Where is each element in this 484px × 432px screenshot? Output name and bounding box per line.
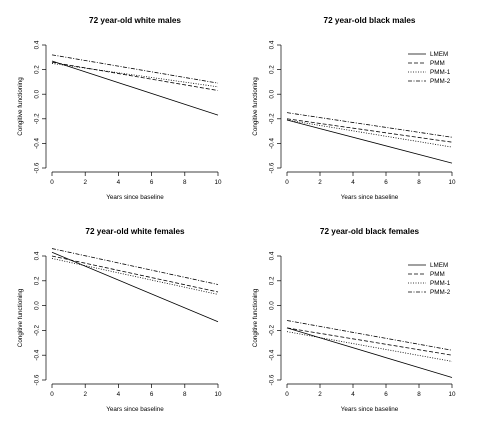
series-line-pmm [286,327,453,356]
x-tick-label: 0 [285,391,289,398]
x-tick-label: 2 [83,179,87,186]
y-tick-label: -0.6 [34,374,41,385]
x-tick-label: 8 [183,391,187,398]
x-tick-label: 2 [318,179,322,186]
x-axis: 0 2 4 6 8 10 [285,383,456,398]
series-line-pmm-1 [51,258,219,295]
y-tick-label: 0.2 [269,65,276,74]
x-tick-label: 2 [318,391,322,398]
legend-item-label: PMM [430,60,445,67]
x-axis-label: Years since baseline [106,406,164,413]
y-tick-label: 0.4 [34,251,41,260]
y-tick-label: 0.2 [34,276,41,285]
chart-panel-2: 72 year-old black males 0 2 4 6 8 10 Years sinc… [252,16,456,201]
series-line-lmem [286,327,453,378]
y-tick-label: -0.4 [34,349,41,360]
x-tick-label: 6 [150,179,154,186]
x-axis-label: Years since baseline [106,194,164,201]
y-axis: -0.6 -0.4 -0.2 0.0 0.2 0.4 [269,40,282,173]
x-tick-label: 6 [384,391,388,398]
y-tick-label: 0.4 [34,40,41,49]
x-axis-label: Years since baseline [341,406,399,413]
x-tick-label: 4 [117,179,121,186]
chart-title: 72 year-old black males [324,16,416,25]
y-tick-label: -0.2 [34,113,41,124]
series-line-lmem [51,60,219,116]
x-tick-label: 6 [150,391,154,398]
y-tick-label: 0.2 [34,65,41,74]
chart-panels: 72 year-old white males 0 2 4 6 8 10 Years sinc… [17,16,456,413]
y-tick-label: 0.4 [269,251,276,260]
x-axis: 0 2 4 6 8 10 [50,383,222,398]
legend-item-label: PMM-2 [430,289,451,296]
y-axis: -0.6 -0.4 -0.2 0.0 0.2 0.4 [269,251,282,385]
y-tick-label: -0.6 [269,374,276,385]
legend-item-label: LMEM [430,51,448,58]
chart-panel-4: 72 year-old black females 0 2 4 6 8 10 Years si… [252,227,456,413]
legend-item-label: PMM-1 [430,280,451,287]
y-tick-label: 0.0 [34,89,41,98]
y-axis: -0.6 -0.4 -0.2 0.0 0.2 0.4 [34,40,47,173]
legend-item-label: PMM-1 [430,69,451,76]
y-tick-label: -0.2 [269,113,276,124]
x-tick-label: 4 [351,391,355,398]
legend: LMEM PMM PMM-1 PMM-2 [408,51,451,85]
y-axis-label: Congitive functioning [252,288,259,347]
y-tick-label: -0.2 [269,324,276,335]
x-tick-label: 8 [183,179,187,186]
series-line-pmm-2 [286,320,453,351]
x-axis: 0 2 4 6 8 10 [50,171,222,186]
chart-title: 72 year-old black females [320,227,420,236]
x-tick-label: 2 [83,391,87,398]
legend-item-label: PMM [430,271,445,278]
x-tick-label: 6 [384,179,388,186]
legend-item-label: PMM-2 [430,78,451,85]
x-tick-label: 0 [50,391,54,398]
y-tick-label: -0.6 [269,162,276,173]
x-tick-label: 4 [351,179,355,186]
series-line-pmm-1 [51,63,219,88]
y-axis-label: Congitive functioning [252,77,259,136]
y-axis-label: Congitive functioning [17,288,24,347]
y-tick-label: 0.0 [269,301,276,310]
series-line-pmm [51,61,219,91]
y-axis: -0.6 -0.4 -0.2 0.0 0.2 0.4 [34,251,47,385]
chart-title: 72 year-old white males [89,16,181,25]
x-tick-label: 0 [285,179,289,186]
y-tick-label: -0.4 [34,137,41,148]
y-axis-label: Congitive functioning [17,77,24,136]
x-tick-label: 10 [214,391,222,398]
x-axis: 0 2 4 6 8 10 [285,171,456,186]
x-tick-label: 8 [417,391,421,398]
y-tick-label: -0.6 [34,162,41,173]
chart-panel-3: 72 year-old white females 0 2 4 6 8 10 Years si… [17,227,222,413]
x-tick-label: 0 [50,179,54,186]
legend-item-label: LMEM [430,262,448,269]
x-tick-label: 4 [117,391,121,398]
series-line-pmm-2 [286,112,453,138]
y-tick-label: -0.4 [269,349,276,360]
y-tick-label: 0.4 [269,40,276,49]
legend: LMEM PMM PMM-1 PMM-2 [408,262,451,296]
y-tick-label: 0.0 [34,301,41,310]
series-line-pmm-1 [286,119,453,148]
series-line-pmm [51,255,219,293]
series-line-pmm [286,118,453,143]
x-axis-label: Years since baseline [341,194,399,201]
series-line-pmm-2 [51,248,219,285]
series-line-lmem [286,119,453,164]
series-line-pmm-1 [286,331,453,362]
y-tick-label: -0.2 [34,324,41,335]
series-line-lmem [51,251,219,323]
y-tick-label: -0.4 [269,137,276,148]
y-tick-label: 0.2 [269,276,276,285]
y-tick-label: 0.0 [269,89,276,98]
chart-panel-1: 72 year-old white males 0 2 4 6 8 10 Years sinc… [17,16,222,201]
chart-title: 72 year-old white females [85,227,185,236]
x-tick-label: 10 [448,391,456,398]
x-tick-label: 10 [214,179,222,186]
x-tick-label: 8 [417,179,421,186]
x-tick-label: 10 [448,179,456,186]
